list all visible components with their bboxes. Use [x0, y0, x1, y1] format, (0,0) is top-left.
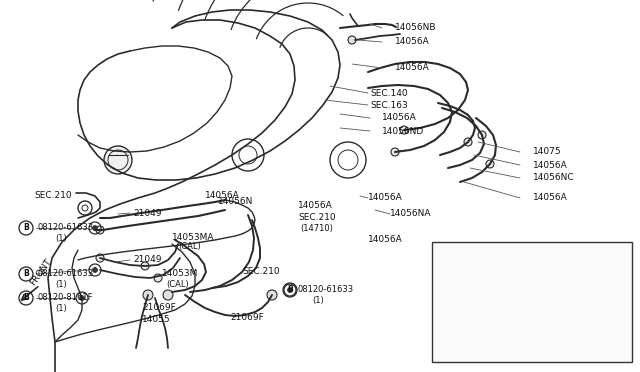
Circle shape — [436, 258, 444, 266]
Text: SEC.163: SEC.163 — [370, 100, 408, 109]
Text: 14056A: 14056A — [382, 113, 417, 122]
Text: (14710): (14710) — [300, 224, 333, 234]
Circle shape — [93, 225, 97, 231]
Text: 14053M: 14053M — [490, 311, 526, 321]
Circle shape — [141, 262, 149, 270]
Circle shape — [436, 298, 444, 306]
Text: (1): (1) — [55, 234, 67, 243]
Text: B: B — [23, 269, 29, 279]
Circle shape — [163, 290, 173, 300]
Text: (1): (1) — [312, 295, 324, 305]
Text: 14053M: 14053M — [162, 269, 198, 279]
Circle shape — [96, 254, 104, 262]
Circle shape — [154, 274, 162, 282]
Text: 14056N: 14056N — [218, 198, 253, 206]
Circle shape — [96, 226, 104, 234]
Circle shape — [511, 296, 519, 304]
Text: 14056A: 14056A — [395, 64, 429, 73]
Text: 14056A: 14056A — [533, 160, 568, 170]
Text: 14056NC: 14056NC — [533, 173, 575, 183]
Circle shape — [464, 138, 472, 146]
Circle shape — [143, 290, 153, 300]
Text: 14055: 14055 — [142, 315, 171, 324]
Text: SEC.210: SEC.210 — [298, 214, 335, 222]
Text: 14056NB: 14056NB — [395, 23, 436, 32]
Text: FRONT: FRONT — [28, 257, 53, 287]
Text: 21049: 21049 — [133, 208, 161, 218]
Text: 14056A: 14056A — [368, 235, 403, 244]
Circle shape — [348, 36, 356, 44]
Circle shape — [436, 326, 444, 334]
Text: 21069F: 21069F — [230, 314, 264, 323]
Text: (CAL): (CAL) — [166, 279, 189, 289]
Circle shape — [391, 148, 399, 156]
Text: 21069F: 21069F — [142, 304, 176, 312]
Text: 08120-61633: 08120-61633 — [38, 224, 94, 232]
Circle shape — [79, 295, 84, 301]
Text: B: B — [23, 224, 29, 232]
Circle shape — [93, 267, 97, 273]
Circle shape — [516, 248, 524, 256]
Text: 14056A: 14056A — [205, 190, 240, 199]
Text: (CAL): (CAL) — [178, 243, 201, 251]
Circle shape — [436, 316, 444, 324]
Circle shape — [518, 262, 526, 270]
Circle shape — [478, 131, 486, 139]
Text: 08120-8161F: 08120-8161F — [38, 294, 93, 302]
Text: 14056A: 14056A — [395, 38, 429, 46]
Bar — [432, 242, 632, 362]
Text: B: B — [23, 294, 29, 302]
Text: 14056A: 14056A — [368, 193, 403, 202]
Text: B: B — [287, 285, 293, 295]
Text: 14056ND: 14056ND — [382, 126, 424, 135]
Circle shape — [400, 126, 408, 134]
Text: 21049: 21049 — [133, 256, 161, 264]
Text: SEC.210: SEC.210 — [34, 192, 72, 201]
Text: SEC.140: SEC.140 — [370, 89, 408, 97]
Text: A2: C008: A2: C008 — [448, 350, 483, 359]
Text: 14056A: 14056A — [533, 193, 568, 202]
Text: 08120-61633: 08120-61633 — [38, 269, 94, 279]
Text: 14056NA: 14056NA — [390, 209, 431, 218]
Circle shape — [436, 266, 444, 274]
Text: 14053MA: 14053MA — [490, 273, 532, 282]
Circle shape — [287, 288, 292, 292]
Text: (1): (1) — [55, 279, 67, 289]
Circle shape — [506, 331, 514, 339]
Text: 14056A: 14056A — [298, 201, 333, 209]
Circle shape — [104, 146, 132, 174]
Text: SEC.210: SEC.210 — [242, 267, 280, 276]
Text: FED.CA: FED.CA — [476, 244, 509, 253]
Text: (1): (1) — [55, 304, 67, 312]
Circle shape — [267, 290, 277, 300]
Circle shape — [436, 288, 444, 296]
Text: 14053MA: 14053MA — [172, 232, 214, 241]
Circle shape — [486, 160, 494, 168]
Text: 14075: 14075 — [533, 148, 562, 157]
Text: 08120-61633: 08120-61633 — [298, 285, 354, 295]
